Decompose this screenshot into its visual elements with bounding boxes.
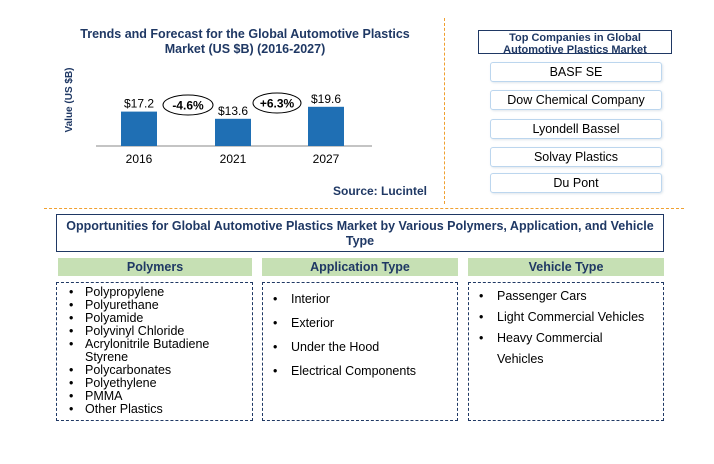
polymers-list-box: Polypropylene Polyurethane Polyamide Pol… (56, 282, 253, 421)
bar-2021 (215, 118, 251, 146)
application-type-header: Application Type (262, 258, 458, 276)
growth-bubble-2: +6.3% (252, 92, 302, 114)
application-list: Interior Exterior Under the Hood Electri… (263, 287, 457, 383)
growth-bubble-1: -4.6% (162, 94, 214, 116)
polymers-header: Polymers (58, 258, 252, 276)
growth-label-1: -4.6% (172, 99, 204, 113)
vehicle-type-header: Vehicle Type (468, 258, 664, 276)
company-basf: BASF SE (490, 62, 662, 82)
list-item: Interior (263, 287, 457, 311)
list-item: Polyurethane (57, 299, 252, 313)
chart-source: Source: Lucintel (333, 184, 428, 198)
y-axis-label: Value (US $B) (64, 67, 75, 132)
x-tick-label: 2021 (220, 152, 247, 166)
top-companies-header: Top Companies in Global Automotive Plast… (478, 30, 672, 56)
growth-label-2: +6.3% (260, 97, 295, 111)
list-item: Passenger Cars (469, 286, 663, 307)
bar-chart: Value (US $B) $17.2 2016 $13.6 2021 $19.6 202… (64, 67, 372, 166)
list-item: Light Commercial Vehicles (469, 307, 663, 328)
list-item: Other Plastics (57, 403, 252, 417)
company-dupont: Du Pont (490, 173, 662, 193)
list-item: Heavy Commercial Vehicles (469, 328, 663, 370)
company-solvay: Solvay Plastics (490, 147, 662, 167)
list-item: Polyamide (57, 312, 252, 326)
vertical-divider (444, 18, 445, 204)
bar-value-label: $17.2 (124, 97, 154, 111)
bar-value-label: $19.6 (311, 92, 341, 106)
opportunities-title: Opportunities for Global Automotive Plas… (56, 214, 664, 252)
company-dow: Dow Chemical Company (490, 90, 662, 110)
list-item: PMMA (57, 390, 252, 404)
list-item: Under the Hood (263, 335, 457, 359)
list-item: Polyvinyl Chloride (57, 325, 252, 339)
list-item: Acrylonitrile Butadiene Styrene (57, 338, 252, 364)
bar-value-label: $13.6 (218, 104, 248, 118)
horizontal-divider (44, 208, 684, 209)
list-item: Electrical Components (263, 359, 457, 383)
list-item: Polyethylene (57, 377, 252, 391)
company-lyondell: Lyondell Bassel (490, 119, 662, 139)
application-list-box: Interior Exterior Under the Hood Electri… (262, 282, 458, 421)
bar-2016 (121, 111, 157, 146)
vehicle-list-box: Passenger Cars Light Commercial Vehicles… (468, 282, 664, 421)
list-item: Polycarbonates (57, 364, 252, 378)
bar-2027 (308, 106, 344, 146)
list-item: Exterior (263, 311, 457, 335)
x-tick-label: 2027 (313, 152, 340, 166)
list-item: Polypropylene (57, 286, 252, 300)
polymers-list: Polypropylene Polyurethane Polyamide Pol… (57, 286, 252, 417)
chart-title: Trends and Forecast for the Global Autom… (80, 27, 410, 56)
x-tick-label: 2016 (126, 152, 153, 166)
vehicle-list: Passenger Cars Light Commercial Vehicles… (469, 286, 663, 370)
